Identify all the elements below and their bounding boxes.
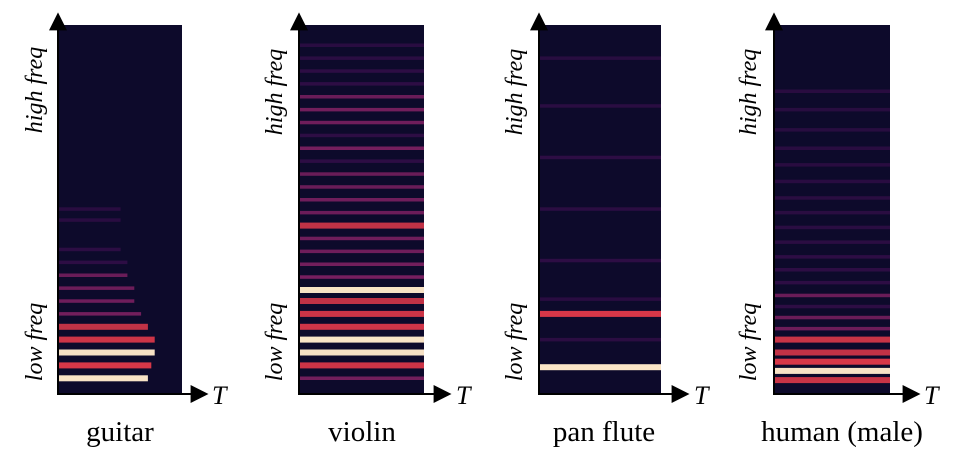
harmonic-band [299, 376, 424, 380]
harmonic-band [774, 225, 890, 230]
harmonic-band [299, 362, 424, 369]
harmonic-band [774, 268, 890, 272]
harmonic-band [58, 312, 142, 316]
harmonic-band [539, 207, 661, 211]
harmonic-band [58, 362, 152, 369]
low-freq-label: low freq [502, 303, 528, 381]
harmonic-band [774, 358, 890, 365]
spectrogram-violin [299, 25, 424, 393]
instrument-name-pan-flute: pan flute [553, 416, 655, 448]
harmonic-band [58, 260, 128, 265]
harmonic-band [539, 104, 661, 108]
harmonic-band [539, 56, 661, 60]
harmonic-band [58, 349, 155, 356]
harmonic-band [299, 323, 424, 330]
panel-pan-flute: high freq low freq T pan flute [502, 12, 710, 448]
harmonic-band [299, 172, 424, 176]
time-label: T [212, 381, 228, 410]
harmonic-band [299, 185, 424, 189]
harmonic-band [774, 280, 890, 285]
high-freq-label: high freq [262, 49, 288, 135]
harmonic-band [774, 336, 890, 343]
panel-human-male: high freq low freq T human (male) [736, 12, 940, 448]
harmonic-band [299, 287, 424, 293]
harmonic-band [774, 315, 890, 320]
harmonic-band [774, 367, 890, 374]
harmonic-band [299, 222, 424, 229]
harmonic-band [539, 337, 661, 342]
harmonic-band [539, 155, 661, 160]
harmonic-band [774, 349, 890, 356]
harmonic-band [58, 218, 121, 222]
harmonic-band [58, 299, 135, 303]
harmonic-band [299, 262, 424, 266]
harmonic-band [539, 310, 661, 317]
harmonic-band [299, 336, 424, 343]
harmonic-band [774, 196, 890, 200]
harmonic-band [539, 297, 661, 301]
harmonic-band [774, 304, 890, 309]
harmonic-band [774, 179, 890, 184]
high-freq-label: high freq [736, 49, 762, 135]
harmonic-band [299, 198, 424, 202]
harmonic-band [299, 275, 424, 279]
harmonic-band [299, 298, 424, 304]
harmonic-band [774, 326, 890, 331]
harmonic-band [58, 336, 155, 343]
harmonic-band [774, 255, 890, 259]
harmonic-band [539, 258, 661, 263]
instrument-name-guitar: guitar [86, 416, 154, 448]
low-freq-label: low freq [262, 303, 288, 381]
harmonic-band [774, 293, 890, 298]
harmonic-band [539, 364, 661, 371]
harmonic-bands-human-male [774, 89, 890, 384]
harmonic-band [299, 249, 424, 254]
time-label: T [694, 381, 710, 410]
harmonic-bands-violin [299, 43, 424, 380]
harmonic-band [299, 133, 424, 138]
harmonic-band [58, 375, 148, 382]
harmonic-band [299, 236, 424, 241]
harmonic-bands-pan-flute [539, 56, 661, 371]
harmonic-band [58, 323, 148, 330]
time-label: T [456, 381, 472, 410]
spectrogram-human-male [774, 25, 890, 393]
harmonic-band [774, 128, 890, 132]
harmonic-band [58, 207, 121, 211]
harmonic-bands-guitar [58, 207, 155, 382]
harmonic-band [299, 95, 424, 99]
harmonic-band [774, 89, 890, 93]
harmonic-band [299, 159, 424, 163]
harmonic-band [58, 273, 128, 277]
panel-guitar: high freq low freq T guitar [22, 12, 228, 448]
instrument-name-human-male: human (male) [761, 416, 923, 448]
harmonic-band [299, 56, 424, 60]
time-label: T [924, 381, 940, 410]
harmonic-band [774, 210, 890, 215]
harmonic-band [299, 82, 424, 86]
harmonic-band [299, 43, 424, 47]
harmonic-band [299, 310, 424, 317]
harmonic-band [299, 120, 424, 125]
high-freq-label: high freq [502, 49, 528, 135]
harmonic-band [774, 107, 890, 112]
harmonic-band [774, 146, 890, 150]
harmonic-band [299, 69, 424, 73]
harmonic-band [299, 210, 424, 215]
harmonic-band [299, 146, 424, 150]
harmonic-band [58, 247, 121, 252]
panel-violin: high freq low freq T violin [262, 12, 472, 448]
harmonic-band [299, 349, 424, 356]
instrument-name-violin: violin [328, 416, 396, 448]
high-freq-label: high freq [22, 47, 48, 133]
harmonic-band [58, 286, 135, 290]
harmonic-band [774, 240, 890, 244]
harmonic-band [774, 163, 890, 167]
harmonic-band [299, 107, 424, 112]
harmonic-band [774, 377, 890, 384]
low-freq-label: low freq [22, 303, 48, 381]
low-freq-label: low freq [736, 303, 762, 381]
